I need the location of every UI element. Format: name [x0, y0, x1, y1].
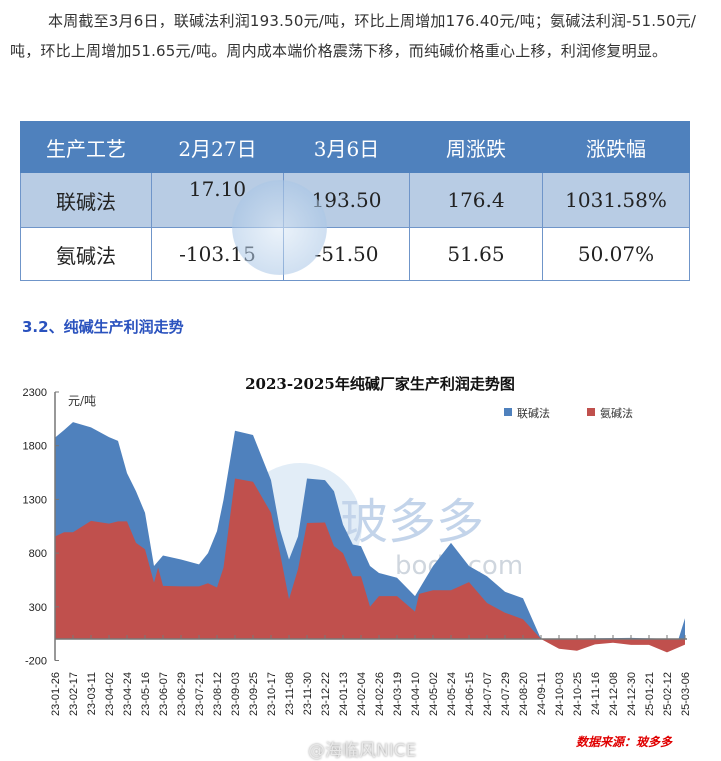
x-tick-label: 24-02-04 [356, 672, 368, 716]
x-tick-label: 25-01-21 [644, 672, 656, 716]
y-tick-label: 1800 [23, 441, 47, 453]
x-tick-label: 24-05-02 [428, 672, 440, 716]
x-tick-label: 23-01-26 [50, 672, 62, 716]
x-tick-label: 24-05-24 [446, 672, 458, 716]
cell: -51.50 [283, 227, 410, 281]
y-axis-unit: 元/吨 [68, 394, 96, 408]
y-tick-label: 300 [29, 602, 47, 614]
x-tick-label: 24-02-26 [374, 672, 386, 716]
cell: 1031.58% [542, 172, 690, 228]
data-source: 数据来源：玻多多 [576, 735, 673, 749]
summary-paragraph: 本周截至3月6日，联碱法利润193.50元/吨，环比上周增加176.40元/吨；… [10, 12, 697, 60]
cell: 17.10 [151, 172, 284, 228]
x-tick-label: 24-10-03 [554, 672, 566, 716]
x-tick-label: 24-08-20 [518, 672, 530, 716]
x-tick-label: 24-04-10 [410, 672, 422, 716]
x-tick-label: 24-01-13 [338, 672, 350, 716]
header-mar6: 3月6日 [283, 121, 410, 173]
x-tick-label: 25-03-06 [680, 672, 692, 716]
x-tick-label: 23-11-30 [302, 672, 314, 715]
x-tick-label: 23-06-29 [176, 672, 188, 716]
profit-chart: 玻多多 bodo.com 2023-2025年纯碱厂家生产利润走势图 元/吨 联… [23, 375, 692, 749]
legend-swatch-anjian [587, 408, 595, 416]
header-process: 生产工艺 [20, 121, 152, 173]
x-tick-label: 23-09-25 [248, 672, 260, 716]
x-tick-label: 24-10-25 [572, 672, 584, 716]
x-tick-label: 24-12-30 [626, 672, 638, 716]
x-tick-label: 24-03-19 [392, 672, 404, 716]
area-series-anjian [55, 478, 685, 653]
x-tick-label: 24-09-11 [536, 672, 548, 715]
cell: 193.50 [283, 172, 410, 228]
weibo-watermark: @海临风NICE [308, 741, 417, 761]
x-tick-label: 23-08-12 [212, 672, 224, 716]
x-tick-label: 23-04-02 [104, 672, 116, 716]
x-tick-label: 23-11-08 [284, 672, 296, 715]
x-tick-label: 25-02-12 [662, 672, 674, 716]
cell: -103.15 [151, 227, 284, 281]
x-tick-label: 24-07-29 [500, 672, 512, 716]
x-tick-label: 23-06-07 [158, 672, 170, 716]
table-row: 氨碱法 -103.15 -51.50 51.65 50.07% [20, 227, 690, 281]
cell: 50.07% [542, 227, 690, 281]
legend-label-anjian: 氨碱法 [600, 406, 633, 420]
section-title: 3.2、纯碱生产利润走势 [22, 318, 184, 336]
x-tick-label: 24-11-16 [590, 672, 602, 715]
x-tick-label: 23-12-22 [320, 672, 332, 716]
x-tick-label: 23-04-24 [122, 672, 134, 716]
y-tick-label: 2300 [23, 387, 47, 399]
x-tick-label: 24-12-08 [608, 672, 620, 716]
x-tick-label: 23-09-03 [230, 672, 242, 716]
chart-title: 2023-2025年纯碱厂家生产利润走势图 [245, 375, 515, 393]
header-change-pct: 涨跌幅 [542, 121, 690, 173]
x-tick-label: 23-05-16 [140, 672, 152, 716]
y-tick-label: 800 [29, 548, 47, 560]
table-header-row: 生产工艺 2月27日 3月6日 周涨跌 涨跌幅 [20, 121, 690, 173]
cell: 51.65 [409, 227, 543, 281]
table-row: 联碱法 17.10 193.50 176.4 1031.58% [20, 172, 690, 228]
profit-table: 生产工艺 2月27日 3月6日 周涨跌 涨跌幅 联碱法 17.10 193.50… [20, 121, 690, 281]
header-feb27: 2月27日 [151, 121, 284, 173]
cell: 联碱法 [20, 172, 152, 228]
y-tick-label: 1300 [23, 494, 47, 506]
y-tick-label: -200 [25, 656, 47, 668]
legend-swatch-lianjian [504, 408, 512, 416]
x-tick-label: 23-07-21 [194, 672, 206, 716]
x-tick-label: 24-06-15 [464, 672, 476, 716]
x-tick-label: 23-03-11 [86, 672, 98, 715]
header-weekly-change: 周涨跌 [409, 121, 543, 173]
x-tick-label: 24-07-07 [482, 672, 494, 716]
x-tick-label: 23-10-17 [266, 672, 278, 716]
cell: 176.4 [409, 172, 543, 228]
area-series-lianjian [55, 422, 685, 640]
cell: 氨碱法 [20, 227, 152, 281]
x-tick-label: 23-02-17 [68, 672, 80, 716]
legend-label-lianjian: 联碱法 [517, 406, 550, 420]
watermark-brand: 玻多多 [340, 494, 484, 550]
